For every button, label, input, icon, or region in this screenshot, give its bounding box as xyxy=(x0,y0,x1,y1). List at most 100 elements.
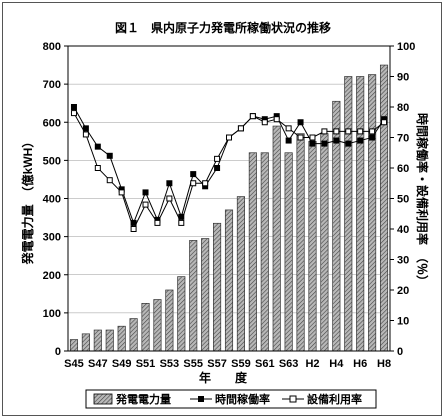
right-tick-label: 10 xyxy=(397,316,409,328)
legend-box xyxy=(85,389,377,409)
right-tick-label: 100 xyxy=(397,41,415,53)
bar-S63 xyxy=(284,152,293,352)
bar-S49 xyxy=(117,325,126,352)
utilization-point-S63 xyxy=(285,125,292,132)
operation-point-S47 xyxy=(94,143,101,150)
legend-label-operation: 時間稼働率 xyxy=(215,392,270,406)
utilization-point-S59 xyxy=(237,125,244,132)
x-tick-label: H2 xyxy=(305,358,319,370)
x-tick-label: S61 xyxy=(255,358,275,370)
bar-S50 xyxy=(129,318,138,352)
operation-point-H6 xyxy=(357,137,364,144)
x-tick-label: H8 xyxy=(377,358,391,370)
right-tick-label: 50 xyxy=(397,194,409,206)
bar-S58 xyxy=(224,209,234,352)
utilization-point-S53 xyxy=(166,195,173,202)
utilization-point-S51 xyxy=(142,201,149,208)
bar-H6 xyxy=(356,76,365,352)
utilization-point-S60 xyxy=(249,113,256,120)
utilization-point-S46 xyxy=(82,131,89,138)
utilization-point-S57 xyxy=(214,155,221,162)
operation-point-H4 xyxy=(333,137,340,144)
operation-point-S46 xyxy=(82,125,89,132)
bar-S56 xyxy=(201,238,210,352)
left-tick-label: 100 xyxy=(43,308,61,320)
x-tick-label: S51 xyxy=(136,358,156,370)
bar-H3 xyxy=(320,133,329,352)
legend-marker-utilization xyxy=(289,395,297,403)
bar-S45 xyxy=(69,339,79,352)
left-tick-label: 700 xyxy=(43,79,61,91)
bar-S62 xyxy=(272,125,281,352)
right-tick-label: 40 xyxy=(397,224,409,236)
utilization-point-H8 xyxy=(381,119,388,126)
utilization-point-H2 xyxy=(309,134,316,141)
right-tick-label: 90 xyxy=(397,72,409,84)
legend: 発電電力量 時間稼働率 設備利用率 xyxy=(85,389,377,409)
operation-point-H1 xyxy=(297,119,304,126)
legend-marker-operation xyxy=(198,396,204,402)
utilization-point-S54 xyxy=(178,219,185,226)
bar-S48 xyxy=(105,329,114,352)
utilization-point-H5 xyxy=(345,128,352,135)
bar-S53 xyxy=(165,289,174,352)
x-tick-label: S53 xyxy=(160,358,180,370)
utilization-point-H4 xyxy=(333,128,340,135)
bar-H2 xyxy=(308,140,317,352)
bar-S54 xyxy=(177,276,186,352)
bar-S51 xyxy=(141,302,150,352)
right-tick-label: 70 xyxy=(397,133,409,145)
left-tick-label: 600 xyxy=(43,117,61,129)
bar-S57 xyxy=(213,222,222,352)
operation-point-S63 xyxy=(285,137,292,144)
bar-S60 xyxy=(248,152,257,352)
x-tick-label: S55 xyxy=(183,358,203,370)
right-tick-label: 20 xyxy=(397,285,409,297)
x-axis-ticks: S45 S47 S49 S51 S53 S55 S57 S59 S61 S63 H2 H4 H6 H8 xyxy=(64,358,391,370)
left-axis-label: 発電電力量 （億kWH） xyxy=(20,136,35,266)
utilization-point-S50 xyxy=(130,226,137,232)
utilization-point-H7 xyxy=(369,128,376,135)
legend-label-utilization: 設備利用率 xyxy=(307,392,362,406)
left-tick-label: 200 xyxy=(43,270,61,282)
operation-point-H2 xyxy=(309,140,316,147)
x-tick-label: S57 xyxy=(207,358,227,370)
utilization-point-S58 xyxy=(226,134,232,141)
bar-H1 xyxy=(296,133,305,352)
x-tick-label: S47 xyxy=(88,358,108,370)
operation-point-S48 xyxy=(106,152,113,159)
right-tick-label: 60 xyxy=(397,163,409,175)
left-tick-label: 500 xyxy=(43,155,61,167)
operation-point-H5 xyxy=(345,140,352,147)
x-tick-label: H6 xyxy=(353,358,367,370)
utilization-point-H6 xyxy=(357,128,364,135)
operation-point-H7 xyxy=(369,134,376,141)
right-axis-label: 時間稼働率・設備利用率 （％） xyxy=(415,113,430,287)
bar-series xyxy=(69,64,389,352)
utilization-point-S49 xyxy=(118,189,125,196)
x-tick-label: H4 xyxy=(329,358,344,370)
bar-S52 xyxy=(153,299,162,352)
bar-S61 xyxy=(260,152,269,352)
operation-point-S51 xyxy=(142,189,149,196)
operation-point-S57 xyxy=(214,165,221,171)
utilization-point-S52 xyxy=(154,219,161,226)
utilization-point-S45 xyxy=(70,110,77,117)
right-axis-ticks: 0 10 20 30 40 50 60 70 80 90 100 xyxy=(390,41,415,358)
chart-title: 図１ 県内原子力発電所稼働状況の推移 xyxy=(115,20,331,35)
left-tick-label: 0 xyxy=(55,346,61,358)
bar-S47 xyxy=(93,329,102,352)
operation-point-S55 xyxy=(190,171,197,178)
legend-label-bar: 発電電力量 xyxy=(115,392,171,406)
operation-point-S53 xyxy=(166,180,173,187)
operation-point-H3 xyxy=(321,140,328,147)
x-axis-label: 年 度 xyxy=(199,370,248,385)
bar-S46 xyxy=(81,333,90,352)
left-tick-label: 800 xyxy=(43,41,61,53)
left-tick-label: 300 xyxy=(43,232,61,244)
utilization-point-S56 xyxy=(202,180,209,187)
line-series xyxy=(70,104,388,232)
bar-H7 xyxy=(368,74,377,352)
utilization-point-S55 xyxy=(190,180,197,187)
